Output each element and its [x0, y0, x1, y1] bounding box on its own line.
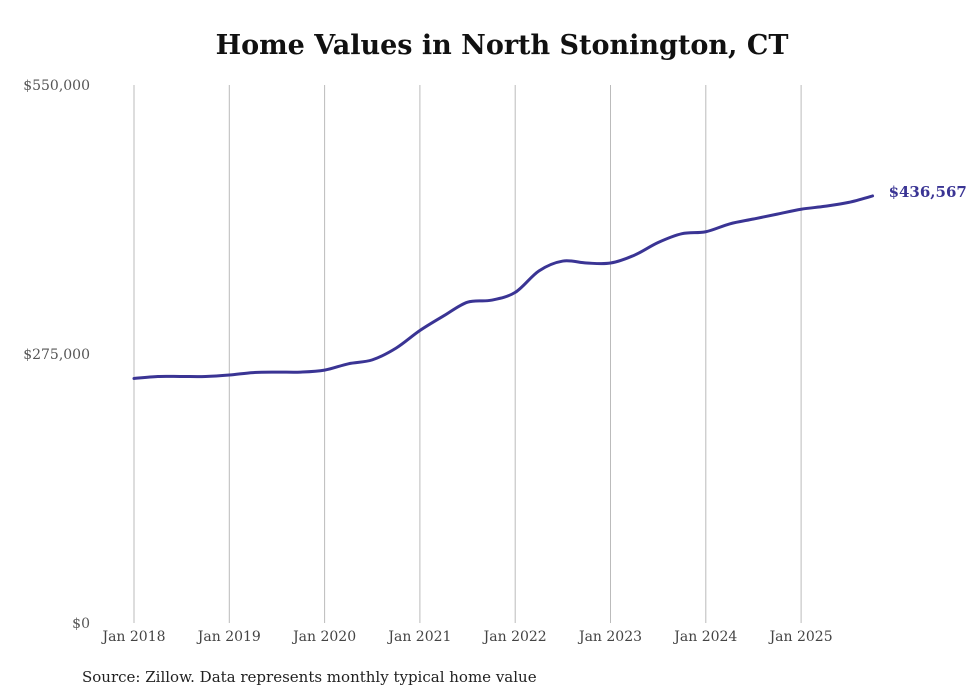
- x-tick-label: Jan 2025: [768, 629, 833, 645]
- series-line: [132, 194, 875, 380]
- x-tick-label: Jan 2022: [482, 629, 547, 645]
- x-tick-label: Jan 2019: [196, 629, 261, 645]
- source-note: Source: Zillow. Data represents monthly …: [82, 668, 537, 686]
- y-tick-label: $0: [72, 616, 90, 632]
- y-tick-label: $550,000: [23, 78, 90, 94]
- x-tick-label: Jan 2023: [577, 629, 642, 645]
- end-value-label: $436,567: [889, 183, 967, 201]
- x-tick-label: Jan 2020: [291, 629, 356, 645]
- y-tick-label: $275,000: [23, 347, 90, 363]
- chart-title: Home Values in North Stonington, CT: [215, 30, 789, 61]
- x-tick-label: Jan 2018: [100, 629, 165, 645]
- x-tick-label: Jan 2021: [386, 629, 451, 645]
- x-tick-label: Jan 2024: [672, 629, 737, 645]
